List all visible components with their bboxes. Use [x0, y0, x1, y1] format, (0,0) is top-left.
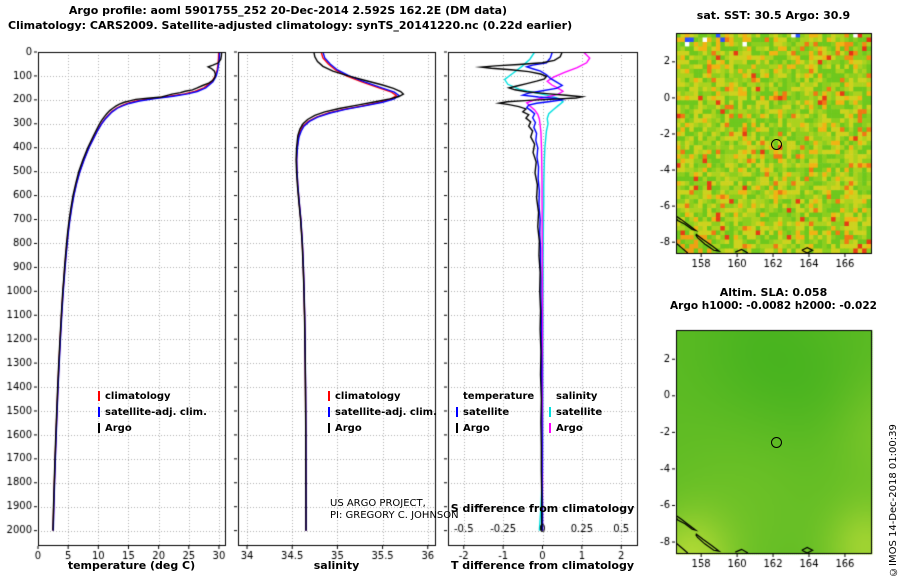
legend-item: climatology: [328, 388, 437, 404]
legend-label: Argo: [335, 422, 362, 434]
legend-label: satellite-adj. clim.: [105, 406, 207, 418]
legend-marker: [328, 423, 330, 433]
legend-item: satellite: [456, 404, 534, 420]
legend-label: temperature: [463, 390, 535, 402]
legend-item: climatology: [98, 388, 207, 404]
legend-label: climatology: [335, 390, 401, 402]
figure-title: Argo profile: aoml 5901755_252 20-Dec-20…: [8, 3, 573, 33]
argo-position-marker-sst: [771, 139, 782, 150]
figure-title-line2: Climatology: CARS2009. Satellite-adjuste…: [8, 19, 573, 32]
legend-item: Argo: [328, 420, 437, 436]
legend-label: Argo: [105, 422, 132, 434]
legend-marker: [456, 423, 458, 433]
legend-marker: [456, 407, 458, 417]
sst-map-title: sat. SST: 30.5 Argo: 30.9: [696, 9, 851, 22]
figure-title-line1: Argo profile: aoml 5901755_252 20-Dec-20…: [68, 4, 508, 17]
sla-map-title: Altim. SLA: 0.058: [719, 286, 828, 299]
legend-item: salinity: [549, 388, 602, 404]
legend-label: salinity: [556, 390, 598, 402]
legend-item: temperature: [456, 388, 534, 404]
temperature-axis-label: temperature (deg C): [67, 559, 196, 572]
legend-marker: [98, 423, 100, 433]
legend-label: Argo: [556, 422, 583, 434]
legend-item: satellite-adj. clim.: [98, 404, 207, 420]
difference-legend-temperature: temperature satellite Argo: [456, 388, 534, 436]
legend-label: satellite: [463, 406, 510, 418]
legend-item: satellite: [549, 404, 602, 420]
argo-position-marker-sla: [771, 437, 782, 448]
legend-label: satellite-adj. clim.: [335, 406, 437, 418]
imos-credit: ©IMOS 14-Dec-2018 01:00:39: [888, 424, 899, 577]
legend-marker: [549, 407, 551, 417]
legend-marker: [549, 423, 551, 433]
argo-heights-title: Argo h1000: -0.0082 h2000: -0.022: [670, 300, 877, 312]
salinity-legend: climatology satellite-adj. clim. Argo: [328, 388, 437, 436]
difference-legend-salinity: salinity satellite Argo: [549, 388, 602, 436]
legend-label: satellite: [556, 406, 603, 418]
legend-marker: [328, 407, 330, 417]
legend-item: Argo: [98, 420, 207, 436]
legend-label: climatology: [105, 390, 171, 402]
legend-item: Argo: [456, 420, 534, 436]
t-difference-axis-label: T difference from climatology: [450, 559, 635, 572]
temperature-legend: climatology satellite-adj. clim. Argo: [98, 388, 207, 436]
legend-item: satellite-adj. clim.: [328, 404, 437, 420]
project-line2: PI: GREGORY C. JOHNSON: [330, 510, 459, 521]
legend-item: Argo: [549, 420, 602, 436]
salinity-axis-label: salinity: [313, 559, 360, 572]
legend-marker: [456, 391, 458, 401]
project-line1: US ARGO PROJECT,: [330, 498, 426, 509]
legend-marker: [98, 391, 100, 401]
s-difference-axis-label: S difference from climatology: [450, 502, 635, 515]
legend-marker: [98, 407, 100, 417]
legend-marker: [549, 391, 551, 401]
legend-marker: [328, 391, 330, 401]
legend-label: Argo: [463, 422, 490, 434]
project-attribution: US ARGO PROJECT, PI: GREGORY C. JOHNSON: [330, 498, 459, 522]
